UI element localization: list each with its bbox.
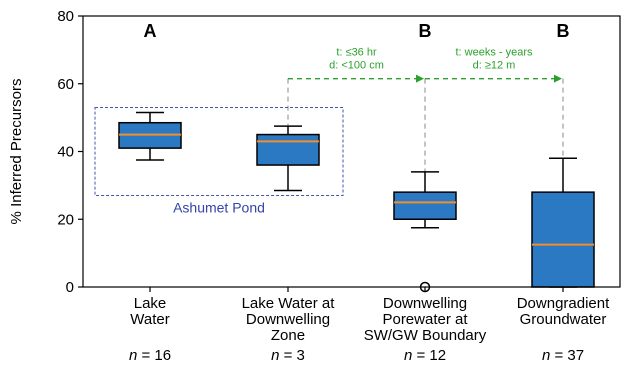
y-tick-label-4: 80 xyxy=(57,8,74,25)
sample-size-value: = 3 xyxy=(279,347,304,364)
transition-label-1-1: d: ≥12 m xyxy=(473,60,516,72)
category-label-2-2: SW/GW Boundary xyxy=(364,327,487,344)
group-box xyxy=(94,106,344,197)
category-label-2-0: Downwelling xyxy=(383,295,467,312)
category-label-1-0: Lake Water at xyxy=(242,295,336,312)
group-letter-2: B xyxy=(419,21,432,41)
category-label-1-1: Downwelling xyxy=(246,311,330,328)
group-letter-3: B xyxy=(557,21,570,41)
plot-area: Ashumet Pond t: ≤36 hrd: <100 cm t: weeks … xyxy=(57,8,621,364)
sample-size-symbol: n xyxy=(129,347,137,364)
group-letter-0: A xyxy=(144,21,157,41)
sample-size-label-0: n = 16 xyxy=(129,347,171,364)
y-tick-label-3: 60 xyxy=(57,76,74,93)
sample-size-symbol: n xyxy=(542,347,550,364)
sample-size-value: = 12 xyxy=(412,347,446,364)
sample-size-symbol: n xyxy=(404,347,412,364)
sample-size-label-1: n = 3 xyxy=(271,347,305,364)
category-label-3-1: Groundwater xyxy=(520,311,607,328)
sample-size-label-3: n = 37 xyxy=(542,347,584,364)
box-1 xyxy=(256,133,320,166)
sample-size-symbol: n xyxy=(271,347,279,364)
box-3 xyxy=(531,191,595,288)
category-label-0-1: Water xyxy=(130,311,169,328)
category-label-2-1: Porewater at xyxy=(382,311,468,328)
y-tick-label-2: 40 xyxy=(57,144,74,161)
transition-label-0-1: d: <100 cm xyxy=(329,60,384,72)
box-2 xyxy=(393,191,457,220)
sample-size-value: = 16 xyxy=(137,347,171,364)
y-axis-label: % Inferred Precursors xyxy=(8,79,25,225)
transition-label-0-0: t: ≤36 hr xyxy=(336,47,377,59)
transition-label-1-0: t: weeks - years xyxy=(455,47,533,59)
category-label-1-2: Zone xyxy=(271,327,305,344)
group-box-label: Ashumet Pond xyxy=(173,200,265,216)
y-tick-label-0: 0 xyxy=(66,279,74,296)
y-tick-label-1: 20 xyxy=(57,211,74,228)
sample-size-value: = 37 xyxy=(550,347,584,364)
category-label-0-0: Lake xyxy=(134,295,167,312)
category-label-3-0: Downgradient xyxy=(517,295,610,312)
sample-size-label-2: n = 12 xyxy=(404,347,446,364)
